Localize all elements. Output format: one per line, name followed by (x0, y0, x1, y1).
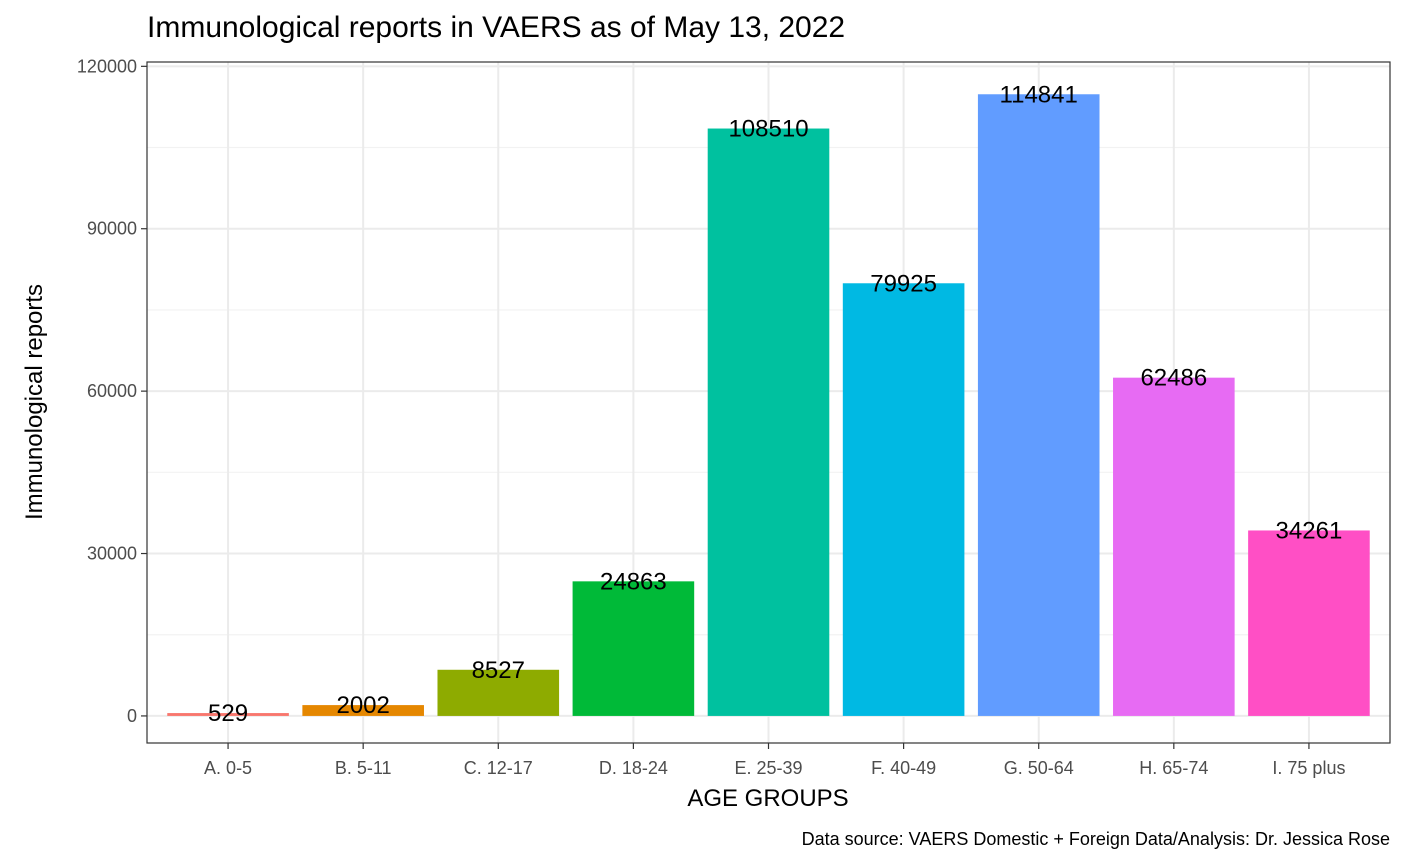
bar (707, 128, 830, 716)
x-tick-label: C. 12-17 (464, 758, 533, 778)
x-tick-label: F. 40-49 (871, 758, 936, 778)
bar (167, 713, 289, 716)
data-label: 2002 (336, 692, 389, 719)
x-tick-label: B. 5-11 (335, 758, 392, 778)
bar (437, 669, 560, 716)
y-tick-label: 90000 (87, 219, 137, 239)
x-tick-label: A. 0-5 (204, 758, 252, 778)
x-axis-title: AGE GROUPS (687, 785, 848, 812)
bars (167, 94, 1370, 716)
caption: Data source: VAERS Domestic + Foreign Da… (802, 829, 1390, 849)
x-axis: A. 0-5 B. 5-11 C. 12-17 D. 18-24 E. 25-39 F. … (204, 743, 1345, 778)
x-tick-label: E. 25-39 (734, 758, 802, 778)
bar (302, 705, 424, 716)
data-label: 8527 (472, 657, 525, 684)
x-tick-label: G. 50-64 (1004, 758, 1074, 778)
x-tick-label: H. 65-74 (1139, 758, 1208, 778)
bar (1113, 377, 1235, 716)
bar (977, 94, 1100, 716)
y-tick-label: 60000 (87, 381, 137, 401)
y-tick-label: 30000 (87, 544, 137, 564)
bar (1248, 530, 1370, 716)
chart-title: Immunological reports in VAERS as of May… (147, 11, 845, 44)
data-label: 24863 (600, 568, 667, 595)
data-label: 529 (208, 700, 248, 727)
y-tick-label: 0 (127, 706, 137, 726)
data-labels: 529 2002 8527 24863 108510 79925 114841 62486 34… (208, 81, 1342, 727)
x-tick-label: D. 18-24 (599, 758, 668, 778)
data-label: 79925 (870, 270, 937, 297)
y-axis-title: Immunological reports (21, 284, 48, 520)
bar (842, 283, 965, 716)
y-tick-label: 120000 (77, 56, 137, 76)
data-label: 34261 (1276, 517, 1343, 544)
data-label: 114841 (1000, 81, 1078, 108)
data-label: 62486 (1140, 365, 1207, 392)
bar (572, 581, 695, 716)
data-label: 108510 (728, 116, 808, 143)
y-axis: 0 30000 60000 90000 120000 (77, 56, 147, 726)
x-tick-label: I. 75 plus (1272, 758, 1345, 778)
